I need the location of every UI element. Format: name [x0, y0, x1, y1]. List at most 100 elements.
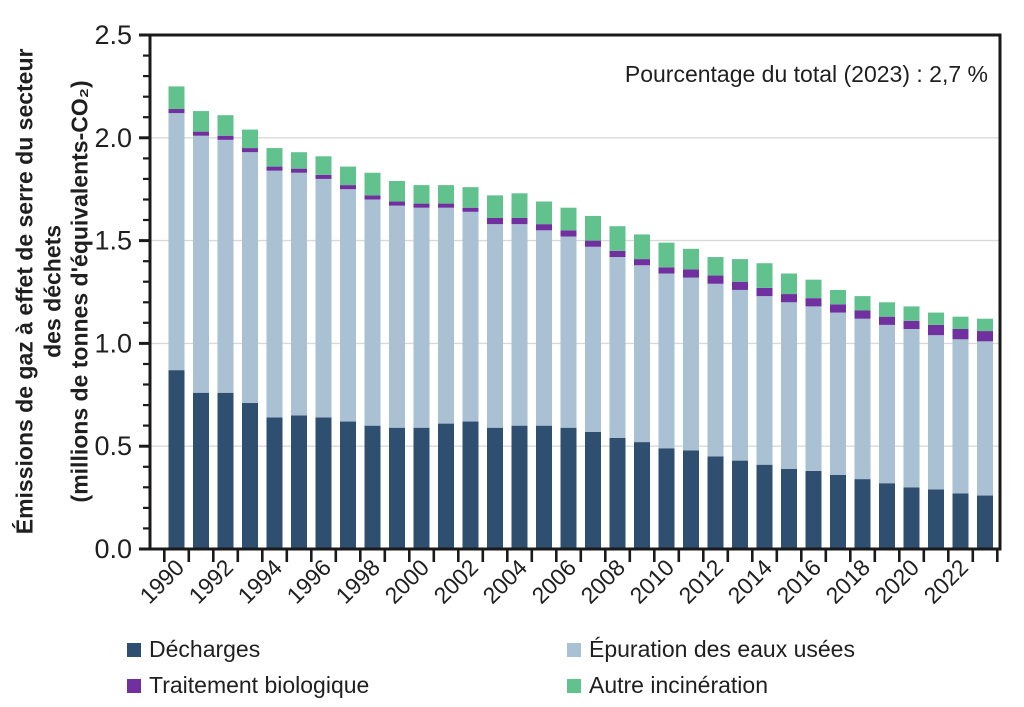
- bar-segment: [854, 479, 871, 549]
- annotation-percentage-total: Pourcentage du total (2023) : 2,7 %: [624, 61, 988, 87]
- bar-segment: [217, 139, 234, 393]
- bar-segment: [242, 152, 258, 404]
- bar-group-2019: [879, 302, 895, 549]
- bar-group-2014: [756, 263, 773, 549]
- bar-group-1993: [242, 129, 258, 549]
- bar-segment: [291, 152, 307, 169]
- bar-segment: [977, 495, 993, 549]
- bar-segment: [413, 207, 430, 428]
- bar-segment: [536, 224, 552, 231]
- bar-segment: [634, 442, 650, 549]
- bar-group-1992: [217, 115, 234, 549]
- bar-segment: [928, 335, 944, 490]
- bar-segment: [928, 324, 944, 336]
- bar-segment: [291, 168, 307, 173]
- bar-group-2002: [462, 187, 479, 549]
- bar-segment: [658, 273, 675, 449]
- y-tick-label: 2.5: [94, 20, 132, 50]
- bar-group-2015: [781, 273, 797, 549]
- bar-segment: [683, 248, 699, 270]
- bar-group-2018: [854, 296, 871, 549]
- bar-group-1994: [266, 148, 283, 549]
- bar-segment: [389, 427, 405, 549]
- bar-segment: [462, 211, 479, 422]
- bar-segment: [266, 170, 283, 418]
- bar-segment: [389, 205, 405, 428]
- bar-segment: [781, 302, 797, 469]
- bar-segment: [511, 217, 528, 225]
- bar-segment: [756, 263, 773, 288]
- bar-segment: [168, 113, 185, 371]
- bar-group-2006: [560, 207, 577, 549]
- bar-segment: [413, 427, 430, 549]
- bar-group-2005: [536, 201, 552, 549]
- bar-segment: [536, 201, 552, 225]
- bar-segment: [585, 215, 601, 241]
- bar-segment: [977, 341, 993, 496]
- x-tick-label: 2006: [526, 554, 581, 609]
- bar-segment: [315, 178, 332, 418]
- bar-segment: [634, 234, 650, 260]
- bar-group-2001: [438, 185, 454, 549]
- bar-segment: [585, 240, 601, 247]
- bar-segment: [340, 166, 356, 186]
- bar-group-1995: [291, 152, 307, 549]
- bar-group-2009: [634, 234, 650, 549]
- y-tick-label: 0.5: [94, 431, 132, 461]
- bar-segment: [291, 415, 307, 549]
- y-axis-title-line3: (millions de tonnes d'équivalents-CO₂): [66, 80, 93, 503]
- bar-segment: [315, 156, 332, 175]
- bar-segment: [928, 312, 944, 325]
- x-tick-label: 2012: [673, 554, 728, 609]
- bar-segment: [560, 427, 577, 549]
- bar-segment: [536, 425, 552, 549]
- x-axis: 1990199219941996199820002002200420062008…: [134, 550, 999, 609]
- bar-segment: [438, 185, 454, 204]
- bar-segment: [462, 421, 479, 549]
- x-tick-label: 2010: [624, 554, 679, 609]
- bar-segment: [977, 331, 993, 342]
- x-tick-label: 1994: [232, 554, 287, 609]
- bar-segment: [830, 474, 846, 549]
- x-tick-label: 1996: [281, 554, 336, 609]
- bar-segment: [609, 437, 626, 549]
- bar-group-2008: [609, 226, 626, 549]
- x-tick-label: 2014: [722, 554, 777, 609]
- bar-segment: [707, 275, 724, 284]
- bar-segment: [879, 316, 895, 325]
- bar-segment: [291, 172, 307, 416]
- bar-group-1991: [193, 111, 209, 549]
- bar-segment: [585, 246, 601, 432]
- bar-segment: [756, 464, 773, 549]
- bar-segment: [364, 199, 381, 426]
- bar-segment: [242, 403, 258, 549]
- bar-segment: [266, 166, 283, 171]
- bar-segment: [168, 109, 185, 114]
- bar-segment: [487, 427, 503, 549]
- bar-group-1996: [315, 156, 332, 549]
- bar-segment: [315, 174, 332, 179]
- bar-segment: [609, 226, 626, 251]
- bar-segment: [683, 277, 699, 451]
- bar-segment: [756, 296, 773, 465]
- bar-segment: [756, 287, 773, 297]
- bar-segment: [903, 487, 920, 549]
- legend-item-traitement-biologique: Traitement biologique: [127, 672, 567, 699]
- bar-segment: [732, 281, 748, 290]
- bar-segment: [732, 460, 748, 549]
- bar-segment: [805, 298, 822, 307]
- bar-segment: [242, 148, 258, 153]
- bar-segment: [634, 259, 650, 266]
- bar-segment: [340, 189, 356, 422]
- bar-segment: [438, 207, 454, 424]
- bar-segment: [830, 289, 846, 305]
- bar-group-2022: [952, 316, 969, 549]
- bar-segment: [707, 257, 724, 276]
- bar-segment: [340, 185, 356, 190]
- bar-segment: [364, 425, 381, 549]
- bar-group-1990: [168, 86, 185, 549]
- legend-label-decharges: Décharges: [149, 636, 261, 662]
- bar-segment: [854, 310, 871, 319]
- legend-label-traitement-biologique: Traitement biologique: [149, 672, 370, 698]
